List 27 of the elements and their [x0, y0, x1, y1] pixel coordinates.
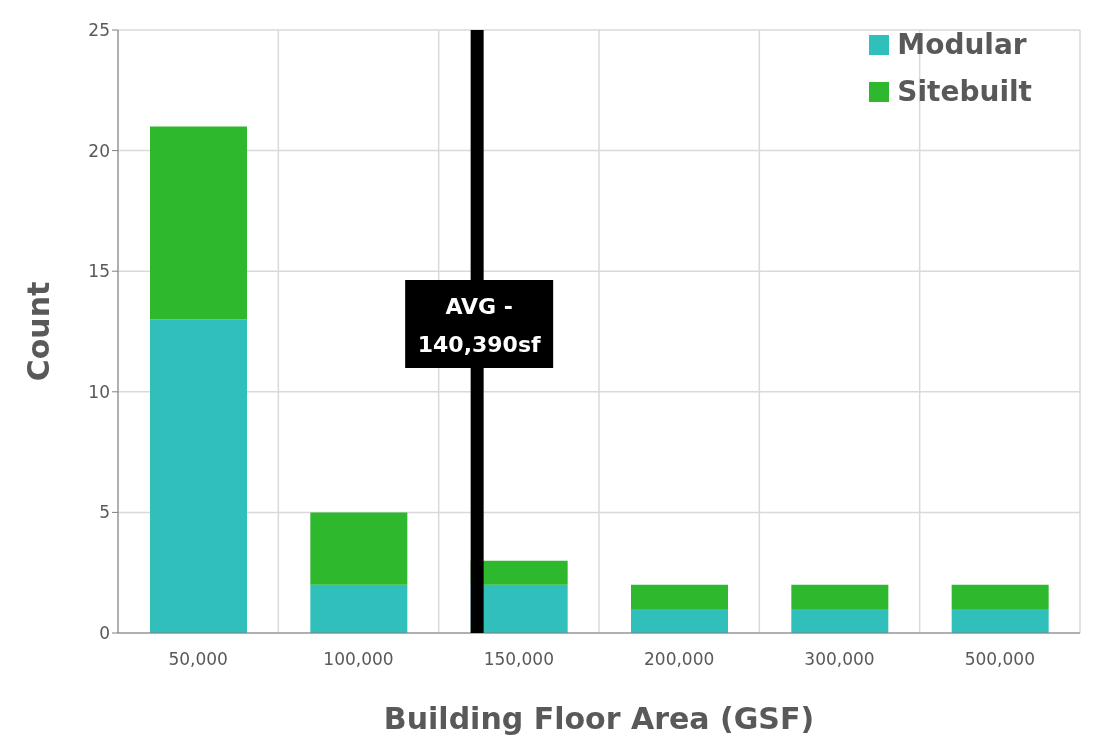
legend-label: Modular	[897, 28, 1027, 61]
x-axis-title: Building Floor Area (GSF)	[383, 701, 815, 736]
x-tick-label: 500,000	[964, 649, 1035, 670]
x-tick-label: 200,000	[644, 649, 715, 670]
legend-label: Sitebuilt	[897, 75, 1032, 108]
y-tick-label: 0	[99, 623, 110, 644]
x-tick-label: 50,000	[168, 649, 228, 670]
bar	[310, 584, 408, 633]
y-axis-title: Count	[20, 281, 56, 382]
y-tick-label: 10	[88, 381, 110, 402]
bar	[631, 584, 728, 609]
bar	[791, 608, 889, 633]
x-tick-label: 300,000	[804, 649, 875, 670]
y-tick-label: 15	[88, 261, 110, 282]
annotation: AVG - 140,390sf	[417, 294, 542, 357]
y-tick-label: 25	[88, 20, 110, 41]
y-tick-label: 5	[99, 502, 110, 523]
bar	[150, 126, 247, 320]
bar	[951, 584, 1049, 609]
bar	[791, 584, 889, 609]
bar	[310, 512, 408, 585]
y-tick-label: 20	[88, 140, 110, 161]
x-tick-label: 100,000	[323, 649, 394, 670]
bar	[631, 608, 728, 633]
x-tick-label: 150,000	[483, 649, 554, 670]
bar	[951, 608, 1049, 633]
bar	[150, 319, 247, 633]
